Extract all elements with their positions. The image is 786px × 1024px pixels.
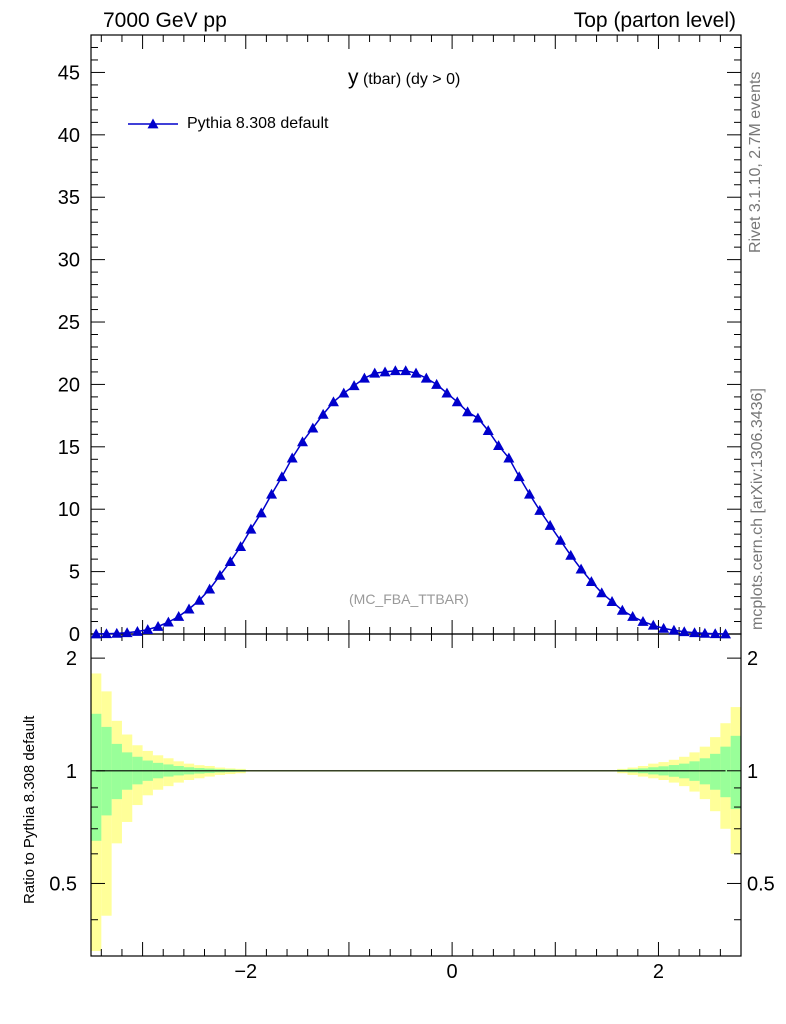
series-point [523, 488, 535, 499]
plot-title-sub: (tbar) (dy > 0) [362, 71, 461, 88]
ratio-band-inner [730, 735, 741, 810]
series-point [369, 367, 381, 378]
series-point [379, 366, 391, 377]
series-point [389, 365, 401, 376]
ratio-xtick-label: 0 [447, 961, 458, 983]
ratio-ytick-label-right: 2 [747, 648, 758, 670]
series-point [462, 406, 474, 417]
series-point [152, 621, 164, 631]
main-ytick-label: 5 [69, 562, 80, 584]
series-point [647, 619, 659, 630]
series-point [297, 436, 309, 447]
main-ytick-label: 10 [58, 499, 80, 521]
ratio-ylabel: Ratio to Pythia 8.308 default [21, 715, 38, 904]
main-ytick-label: 40 [58, 125, 80, 147]
plot-title-main: y [348, 66, 359, 89]
series-point [472, 412, 484, 423]
series-point [131, 626, 143, 636]
series-point [554, 534, 566, 545]
series-point [544, 519, 556, 530]
series-point [482, 425, 494, 435]
ratio-band-inner [111, 743, 122, 800]
ratio-band-inner [720, 746, 731, 798]
series-point [307, 422, 319, 433]
series-point [183, 603, 195, 614]
series-point [565, 549, 577, 560]
series-point [100, 628, 112, 639]
ratio-band-inner [91, 713, 102, 841]
series-point [121, 627, 133, 638]
rivet-label: Rivet 3.1.10, 2.7M events [747, 71, 764, 253]
series-point [193, 594, 205, 605]
main-ytick-label: 0 [69, 624, 80, 646]
series-point [173, 611, 185, 621]
series-point [266, 488, 278, 499]
main-ytick-label: 30 [58, 250, 80, 272]
series-point [348, 380, 360, 391]
series-point [627, 611, 639, 621]
series-point [720, 628, 732, 639]
series-point [616, 604, 628, 615]
series-point [214, 569, 226, 580]
series-point [503, 452, 515, 463]
series-point [585, 576, 597, 586]
series-point [575, 563, 587, 574]
series-point [441, 387, 453, 398]
header-left: 7000 GeV pp [103, 9, 227, 32]
series-point [410, 367, 422, 378]
ratio-band-inner [710, 753, 721, 790]
main-ytick-label: 45 [58, 62, 80, 84]
ratio-ytick-label: 2 [66, 648, 77, 670]
series-point [420, 372, 432, 383]
series-point [276, 471, 288, 482]
series-point [493, 440, 505, 450]
mcplots-label: mcplots.cern.ch [arXiv:1306.3436] [749, 388, 766, 630]
legend-marker [147, 118, 159, 129]
series-point [658, 622, 670, 633]
series-point [224, 556, 236, 567]
ratio-frame [90, 633, 742, 957]
main-ytick-label: 25 [58, 312, 80, 334]
series-point [606, 596, 618, 606]
series-point [534, 504, 546, 515]
series-point [689, 627, 701, 638]
series-point [678, 626, 690, 637]
header-right: Top (parton level) [573, 9, 736, 32]
series-point [317, 408, 329, 419]
series-point [451, 396, 463, 407]
series-point [111, 627, 123, 638]
series-point [327, 396, 339, 407]
watermark: (MC_FBA_TTBAR) [349, 591, 469, 607]
series-point [709, 628, 721, 639]
series-point [338, 387, 350, 398]
series-point [255, 507, 267, 518]
series-point [142, 624, 154, 635]
series-point [513, 471, 525, 482]
plot-title: y (tbar) (dy > 0) [348, 66, 460, 90]
main-ytick-label: 20 [58, 374, 80, 396]
ratio-ytick-label-right: 0.5 [747, 873, 775, 895]
ratio-ytick-label: 1 [66, 761, 77, 783]
series-point [90, 628, 102, 639]
ratio-xtick-label: −2 [234, 961, 257, 983]
series-point [358, 372, 370, 383]
series-point [286, 452, 298, 463]
series-point [204, 583, 216, 594]
series-point [637, 616, 649, 626]
series-point [162, 616, 174, 627]
series-point [235, 541, 247, 552]
legend-label: Pythia 8.308 default [187, 115, 329, 132]
series-point [699, 627, 711, 638]
main-ytick-label: 15 [58, 437, 80, 459]
ratio-ytick-label-right: 1 [747, 761, 758, 783]
ratio-xtick-label: 2 [653, 961, 664, 983]
series-point [400, 365, 412, 376]
series-point [596, 587, 608, 598]
main-ytick-label: 35 [58, 187, 80, 209]
series-point [668, 624, 680, 635]
series-point [431, 378, 443, 389]
series-point [245, 523, 257, 534]
ratio-ytick-label: 0.5 [49, 873, 77, 895]
